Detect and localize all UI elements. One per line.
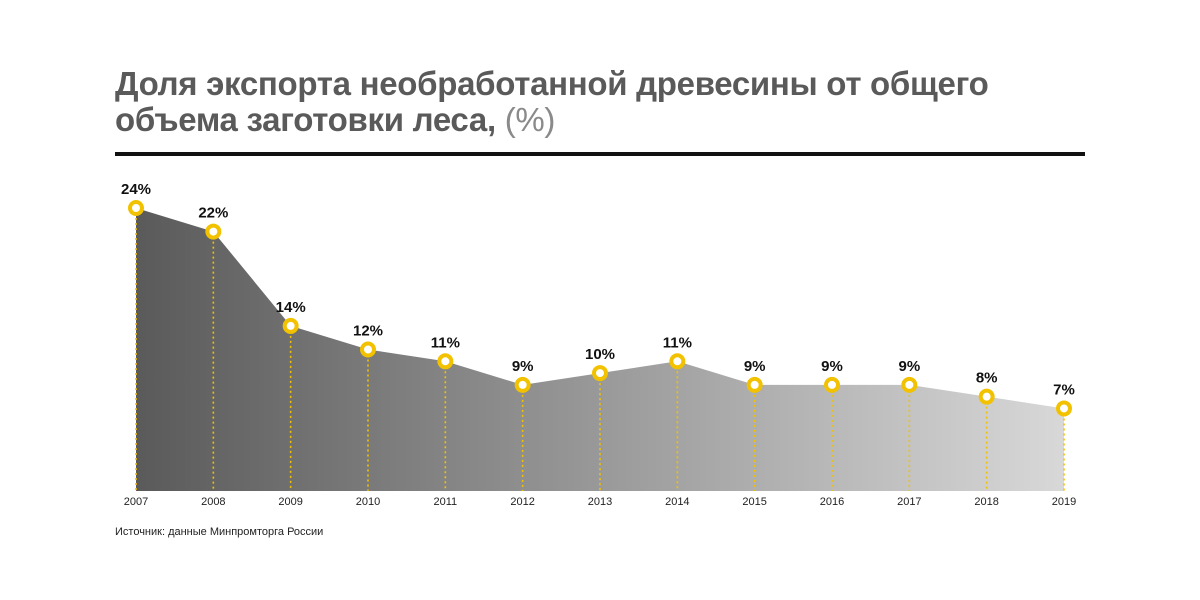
x-tick-label-2015: 2015 <box>742 496 766 508</box>
x-tick-label-2013: 2013 <box>588 496 612 508</box>
chart-title-unit: (%) <box>504 101 556 138</box>
data-label-2019: 7% <box>1053 381 1075 398</box>
data-point-2014 <box>669 353 686 370</box>
x-tick-label-2014: 2014 <box>665 496 689 508</box>
x-tick-label-2019: 2019 <box>1052 496 1076 508</box>
data-label-2015: 9% <box>744 358 766 375</box>
data-point-2011 <box>437 353 454 370</box>
data-label-2009: 14% <box>276 299 306 316</box>
x-tick-label-2007: 2007 <box>124 496 148 508</box>
data-labels: 24% 22% 14% 12% 11% 9% 10% 11% 9% 9% 9% 8% 7% <box>121 181 1075 398</box>
data-point-2013 <box>592 365 608 382</box>
title-divider <box>115 152 1085 156</box>
chart-title: Доля экспорта необработанной древесины о… <box>115 66 1095 138</box>
data-point-2009 <box>282 317 299 334</box>
data-point-2017 <box>901 376 918 393</box>
data-label-2007: 24% <box>121 181 151 198</box>
x-tick-label-2008: 2008 <box>201 496 225 508</box>
x-tick-label-2012: 2012 <box>510 496 534 508</box>
data-label-2018: 8% <box>976 370 998 387</box>
data-markers <box>128 200 1072 417</box>
data-point-2015 <box>746 376 763 393</box>
chart-title-text: Доля экспорта необработанной древесины о… <box>115 65 989 138</box>
x-tick-label-2009: 2009 <box>278 496 302 508</box>
data-label-2014: 11% <box>663 334 692 351</box>
data-point-2018 <box>978 388 995 405</box>
data-label-2010: 12% <box>353 323 383 340</box>
x-axis-ticks: 2007 2008 2009 2010 2011 2012 2013 2014 2015 2016… <box>124 496 1076 508</box>
data-point-2019 <box>1056 400 1072 417</box>
data-label-2013: 10% <box>585 346 615 363</box>
x-tick-label-2010: 2010 <box>356 496 380 508</box>
x-tick-label-2016: 2016 <box>820 496 844 508</box>
x-tick-label-2017: 2017 <box>897 496 921 508</box>
source-note: Источник: данные Минпромторга России <box>115 526 324 538</box>
data-point-2007 <box>128 200 144 216</box>
x-tick-label-2011: 2011 <box>434 496 458 508</box>
data-label-2008: 22% <box>198 205 228 222</box>
data-label-2011: 11% <box>431 334 460 351</box>
data-label-2012: 9% <box>512 358 534 375</box>
data-label-2016: 9% <box>821 358 843 375</box>
data-label-2017: 9% <box>898 358 920 375</box>
data-point-2008 <box>205 223 222 240</box>
data-point-2012 <box>514 376 531 393</box>
data-point-2016 <box>824 376 840 393</box>
x-tick-label-2018: 2018 <box>974 496 998 508</box>
data-point-2010 <box>360 341 376 358</box>
drop-lines <box>135 208 1065 491</box>
